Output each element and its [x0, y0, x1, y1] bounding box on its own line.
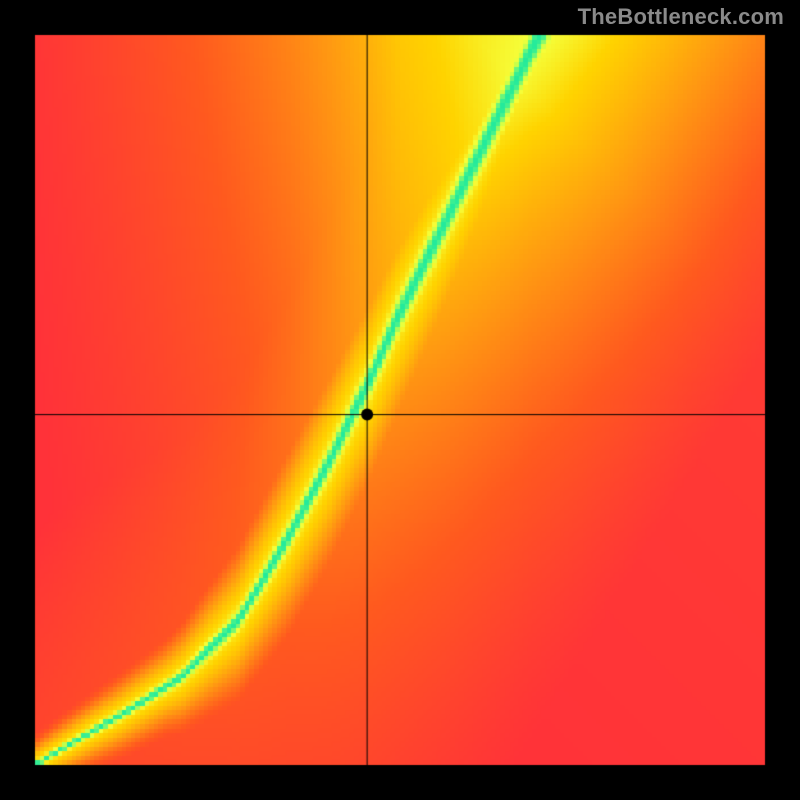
chart-container: TheBottleneck.com: [0, 0, 800, 800]
watermark-text: TheBottleneck.com: [578, 4, 784, 30]
heatmap-canvas: [0, 0, 800, 800]
